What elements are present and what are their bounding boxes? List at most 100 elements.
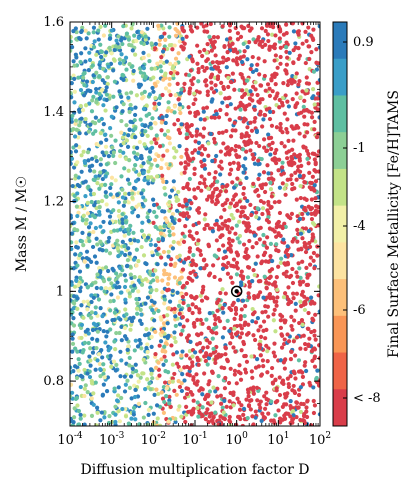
data-point xyxy=(288,399,293,404)
data-point xyxy=(113,368,118,373)
data-point xyxy=(138,307,143,312)
data-point xyxy=(70,91,73,96)
data-point xyxy=(151,411,156,416)
data-point xyxy=(209,400,214,405)
data-point xyxy=(238,214,243,219)
data-point xyxy=(120,406,125,412)
data-point xyxy=(258,290,263,295)
data-point xyxy=(129,275,134,281)
data-point xyxy=(112,310,118,315)
data-point xyxy=(133,362,138,367)
data-point xyxy=(224,146,229,151)
data-point xyxy=(135,373,141,378)
data-point xyxy=(257,112,263,117)
data-point xyxy=(153,268,158,273)
data-point xyxy=(74,375,80,381)
data-point xyxy=(122,166,127,171)
data-point xyxy=(187,373,192,378)
data-point xyxy=(275,65,280,70)
data-point xyxy=(154,174,160,179)
data-point xyxy=(254,140,259,146)
data-point xyxy=(164,59,169,64)
data-point xyxy=(124,67,129,72)
data-point xyxy=(280,378,286,383)
data-point xyxy=(169,257,174,262)
data-point xyxy=(72,89,77,94)
data-point xyxy=(85,371,90,376)
data-point xyxy=(97,212,102,217)
data-point xyxy=(217,303,222,308)
data-point xyxy=(296,82,301,87)
data-point xyxy=(113,404,118,409)
data-point xyxy=(102,289,107,294)
data-point xyxy=(184,392,190,397)
data-point xyxy=(272,71,277,76)
data-point xyxy=(75,228,80,233)
data-point xyxy=(99,54,104,60)
data-point xyxy=(152,46,158,51)
data-point xyxy=(262,113,268,118)
colorbar-segment xyxy=(333,58,347,96)
data-point xyxy=(254,385,260,391)
data-point xyxy=(167,194,173,199)
data-point xyxy=(156,205,162,210)
data-point xyxy=(165,281,171,287)
data-point xyxy=(151,75,156,80)
data-point xyxy=(266,38,271,44)
data-point xyxy=(122,233,127,238)
data-point xyxy=(304,38,309,44)
data-point xyxy=(270,295,276,300)
data-point xyxy=(296,261,301,266)
data-point xyxy=(73,149,79,154)
data-point xyxy=(134,38,139,44)
data-point xyxy=(291,296,296,301)
data-point xyxy=(285,376,290,381)
data-point xyxy=(304,197,309,202)
data-point xyxy=(140,371,145,376)
data-point xyxy=(222,325,227,331)
data-point xyxy=(169,215,174,220)
data-point xyxy=(80,350,85,355)
data-point xyxy=(296,358,302,363)
data-point xyxy=(112,47,117,53)
data-point xyxy=(315,131,320,136)
data-point xyxy=(98,162,103,167)
data-point xyxy=(306,44,311,49)
data-point xyxy=(131,167,137,172)
data-point xyxy=(160,396,166,401)
data-point xyxy=(277,375,282,380)
data-point xyxy=(269,123,275,128)
data-point xyxy=(271,312,276,317)
data-point xyxy=(160,49,166,54)
data-point xyxy=(200,64,205,70)
data-point xyxy=(87,232,92,237)
data-point xyxy=(145,332,150,337)
data-point xyxy=(237,414,242,420)
data-point xyxy=(278,54,283,60)
data-point xyxy=(81,75,86,80)
data-point xyxy=(123,307,128,312)
data-point xyxy=(271,350,276,355)
data-point xyxy=(93,225,98,231)
data-point xyxy=(241,147,246,152)
data-point xyxy=(315,102,320,107)
data-point xyxy=(141,55,146,60)
data-point xyxy=(182,41,187,46)
data-point xyxy=(165,321,170,326)
data-point xyxy=(276,220,281,225)
data-point xyxy=(226,240,232,246)
data-point xyxy=(192,166,197,171)
data-point xyxy=(70,382,74,387)
data-point xyxy=(226,57,231,62)
data-point xyxy=(245,253,250,258)
data-point xyxy=(152,81,157,86)
colorbar-tick-labels: 0.9-1-4-6< -8 xyxy=(343,35,381,406)
data-point xyxy=(245,45,250,50)
data-point xyxy=(90,98,95,103)
data-point xyxy=(79,116,84,121)
data-point xyxy=(270,32,275,37)
data-point xyxy=(303,360,308,365)
data-point xyxy=(293,75,298,80)
data-point xyxy=(215,394,220,399)
data-point xyxy=(222,207,227,212)
